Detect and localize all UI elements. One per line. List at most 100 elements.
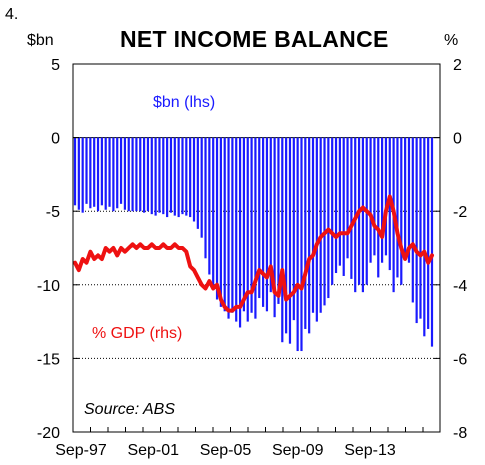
plot-frame xyxy=(72,63,441,433)
bar-series-label: $bn (lhs) xyxy=(153,94,215,111)
line-series-label: % GDP (rhs) xyxy=(92,325,182,342)
bar xyxy=(323,137,326,306)
left-tick-label: -20 xyxy=(37,425,60,442)
bar xyxy=(384,137,388,256)
bar xyxy=(154,137,157,216)
bar xyxy=(219,137,222,307)
bar xyxy=(361,137,365,293)
bar xyxy=(123,137,127,210)
bar xyxy=(93,137,96,207)
bar xyxy=(327,137,330,299)
bar xyxy=(231,137,234,313)
right-tick-label: 0 xyxy=(453,131,462,148)
axis-ticks: 5 0 -5 -10 -15 -20 2 0 -2 -4 -6 -8 Sep-97 Sep-01 Sep-0… xyxy=(37,57,467,459)
bar xyxy=(116,137,119,209)
bar xyxy=(250,137,253,313)
bar xyxy=(265,137,269,312)
bar xyxy=(77,137,80,210)
left-tick-label: -5 xyxy=(46,204,60,221)
bar xyxy=(285,137,288,334)
bar xyxy=(411,137,414,303)
bar xyxy=(166,137,169,218)
bar xyxy=(308,137,311,334)
bar xyxy=(258,137,261,299)
figure-number: 4. xyxy=(5,6,19,23)
bar xyxy=(162,137,165,215)
bar xyxy=(215,137,219,300)
bar xyxy=(319,137,322,313)
bar xyxy=(311,137,315,313)
bar xyxy=(296,137,299,352)
bar xyxy=(192,137,196,222)
bar xyxy=(350,137,353,279)
bar xyxy=(135,137,138,212)
bar xyxy=(108,137,111,207)
bar xyxy=(269,137,272,293)
gdp-line xyxy=(73,194,434,313)
bar xyxy=(204,137,207,259)
left-tick-label: -10 xyxy=(37,278,60,295)
x-tick-label: Sep-97 xyxy=(55,442,107,459)
right-tick-label: -4 xyxy=(453,278,467,295)
bar xyxy=(189,137,192,218)
right-axis-unit: % xyxy=(444,32,459,49)
x-tick-label: Sep-01 xyxy=(127,442,179,459)
bar xyxy=(139,137,142,212)
left-tick-label: 5 xyxy=(51,57,60,74)
bar xyxy=(85,137,88,204)
bar xyxy=(173,137,176,216)
bar xyxy=(407,137,411,263)
bar xyxy=(223,137,226,312)
bar xyxy=(427,137,430,329)
bar xyxy=(73,137,77,206)
bar xyxy=(150,137,153,215)
bar xyxy=(369,137,372,263)
right-tick-label: 2 xyxy=(453,57,462,74)
bar xyxy=(430,137,434,347)
bar-series xyxy=(73,137,434,352)
bar xyxy=(304,137,307,329)
bar xyxy=(185,137,188,216)
bar xyxy=(235,137,238,322)
left-tick-label: 0 xyxy=(51,131,60,148)
bar xyxy=(208,137,211,275)
left-tick-label: -15 xyxy=(37,351,60,368)
bar xyxy=(338,137,341,266)
bar xyxy=(377,137,380,278)
bar xyxy=(254,137,257,319)
bar xyxy=(112,137,115,212)
bar xyxy=(158,137,161,213)
bar xyxy=(415,137,418,324)
bar xyxy=(261,137,265,307)
bar xyxy=(169,137,173,213)
bar xyxy=(177,137,180,218)
bar xyxy=(281,137,284,343)
bar xyxy=(380,137,384,263)
bar xyxy=(212,137,215,287)
bar xyxy=(227,137,230,319)
bar xyxy=(127,137,130,212)
x-tick-label: Sep-13 xyxy=(344,442,396,459)
source-note: Source: ABS xyxy=(84,401,175,418)
left-axis-unit: $bn xyxy=(27,32,54,49)
bar xyxy=(131,137,134,212)
bar xyxy=(142,137,146,213)
right-tick-label: -8 xyxy=(453,425,467,442)
bar xyxy=(242,137,246,312)
bar xyxy=(288,137,292,344)
bar xyxy=(200,137,203,238)
bar xyxy=(334,137,338,274)
bar xyxy=(119,137,123,204)
bar xyxy=(292,137,295,321)
bar xyxy=(373,137,376,256)
bar xyxy=(246,137,249,322)
bar xyxy=(331,137,334,285)
x-tick-label: Sep-09 xyxy=(272,442,324,459)
bar xyxy=(404,137,407,256)
bar xyxy=(277,137,280,304)
bar xyxy=(419,137,422,319)
bar xyxy=(81,137,84,213)
bar xyxy=(300,137,303,352)
bar xyxy=(196,137,199,229)
